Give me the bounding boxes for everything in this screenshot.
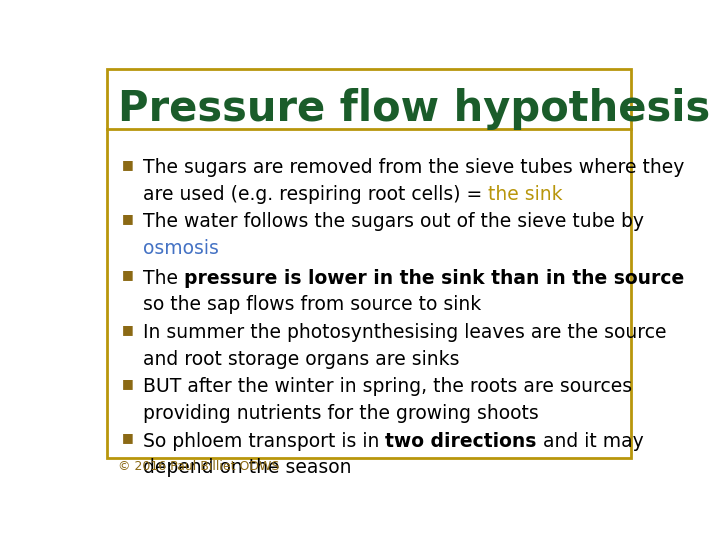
Text: so the sap flows from source to sink: so the sap flows from source to sink [143,295,481,314]
Text: The water follows the sugars out of the sieve tube by: The water follows the sugars out of the … [143,212,644,232]
Text: © 2016 Paul Billiet ODWS: © 2016 Paul Billiet ODWS [118,461,279,474]
Text: two directions: two directions [385,431,537,450]
Text: So phloem transport is in: So phloem transport is in [143,431,385,450]
Text: the sink: the sink [488,185,563,204]
Text: Pressure flow hypothesis: Pressure flow hypothesis [118,89,710,130]
Text: BUT after the winter in spring, the roots are sources: BUT after the winter in spring, the root… [143,377,632,396]
Text: are used (e.g. respiring root cells) =: are used (e.g. respiring root cells) = [143,185,488,204]
Text: pressure is lower in the sink than in the source: pressure is lower in the sink than in th… [184,268,684,287]
Text: In summer the photosynthesising leaves are the source: In summer the photosynthesising leaves a… [143,323,667,342]
Text: ■: ■ [122,377,133,390]
Text: depend on the season: depend on the season [143,458,351,477]
Text: ■: ■ [122,212,133,225]
Text: ■: ■ [122,268,133,281]
Text: providing nutrients for the growing shoots: providing nutrients for the growing shoo… [143,404,539,423]
Text: osmosis: osmosis [143,239,219,258]
Text: ■: ■ [122,323,133,336]
Text: The: The [143,268,184,287]
Text: ■: ■ [122,431,133,444]
Text: and root storage organs are sinks: and root storage organs are sinks [143,349,459,369]
Text: The sugars are removed from the sieve tubes where they: The sugars are removed from the sieve tu… [143,158,685,177]
Text: ■: ■ [122,158,133,171]
Text: and it may: and it may [537,431,644,450]
